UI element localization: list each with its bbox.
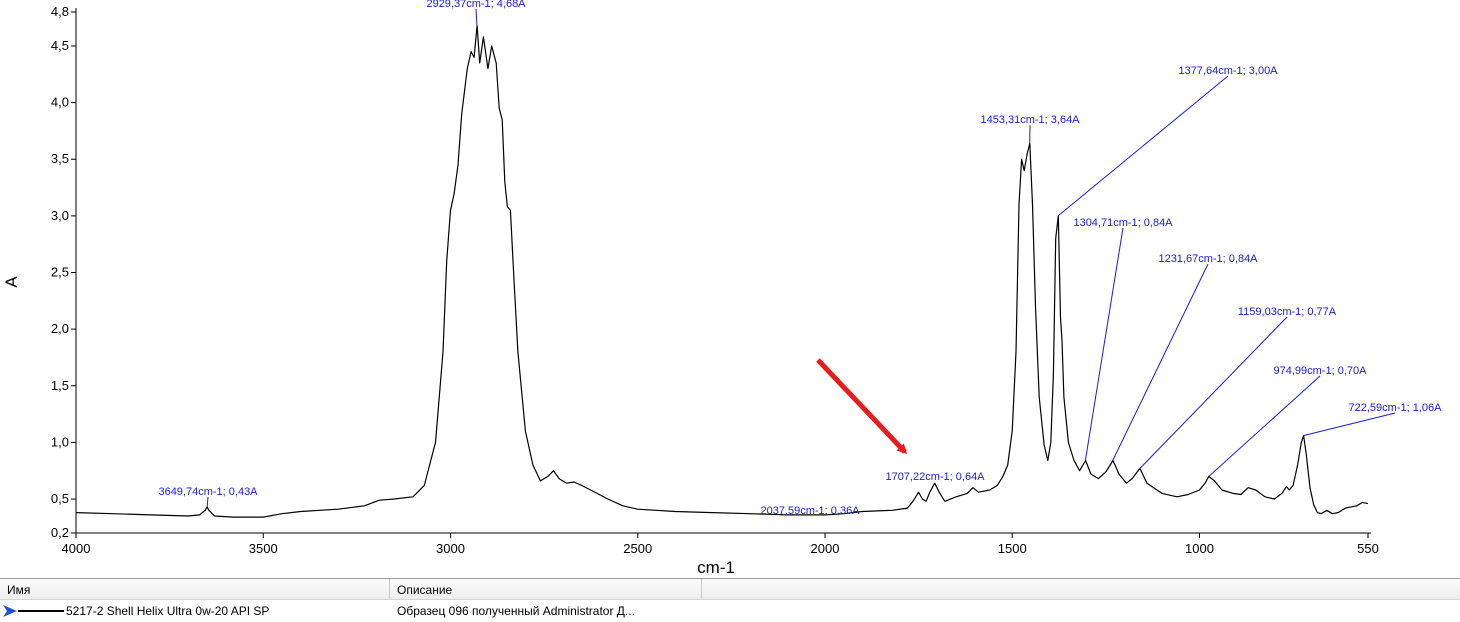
y-axis-title: A — [2, 276, 21, 288]
y-tick-label: 2,0 — [51, 321, 69, 336]
y-tick-label: 4,5 — [51, 38, 69, 53]
y-tick-label: 3,0 — [51, 208, 69, 223]
spectrum-description: Образец 096 полученный Administrator Д..… — [390, 604, 702, 618]
x-tick-label: 3500 — [249, 541, 278, 556]
spectrum-name: 5217-2 Shell Helix Ultra 0w-20 API SP — [66, 604, 269, 618]
spectrum-chart: 0,2 0,5 1,0 1,5 2,0 2,5 3,0 3,5 4,0 4,5 4,8 4000 350… — [0, 0, 1460, 578]
y-tick-label: 4,8 — [51, 4, 69, 19]
column-header-description[interactable]: Описание — [390, 579, 702, 599]
list-header: Имя Описание — [0, 579, 1460, 600]
annotation-leader — [1303, 413, 1395, 436]
peak-label: 1377,64cm-1; 3,00A — [1178, 65, 1278, 77]
annotation-leader — [1058, 76, 1228, 216]
peak-label: 3649,74cm-1; 0,43A — [158, 486, 258, 498]
x-axis-title: cm-1 — [697, 558, 735, 577]
column-header-name[interactable]: Имя — [0, 579, 390, 599]
row-name-cell[interactable]: 5217-2 Shell Helix Ultra 0w-20 API SP — [0, 604, 390, 618]
x-tick-label: 2500 — [623, 541, 652, 556]
annotation-leader — [1085, 228, 1123, 461]
annotation-leader — [1140, 317, 1287, 468]
peak-label: 974,99cm-1; 0,70A — [1274, 365, 1368, 377]
annotation-leader — [207, 497, 208, 507]
spectra-list: Имя Описание 5217-2 Shell Helix Ultra 0w… — [0, 578, 1460, 621]
x-tick-label: 3000 — [436, 541, 465, 556]
list-row[interactable]: 5217-2 Shell Helix Ultra 0w-20 API SP Об… — [0, 600, 1460, 622]
peak-label: 2037,59cm-1; 0,36A — [760, 505, 860, 517]
y-tick-label: 4,0 — [51, 95, 69, 110]
column-header-empty — [702, 579, 1460, 599]
peak-label: 2929,37cm-1; 4,68A — [426, 0, 526, 10]
peak-label: 1453,31cm-1; 3,64A — [980, 114, 1080, 126]
peak-label: 722,59cm-1; 1,06A — [1349, 402, 1443, 414]
peak-label: 1159,03cm-1; 0,77A — [1238, 306, 1337, 318]
x-tick-label: 1500 — [998, 541, 1027, 556]
y-tick-label: 1,5 — [51, 378, 69, 393]
selection-arrow-icon — [2, 604, 18, 618]
highlight-arrow — [818, 360, 905, 452]
y-tick-label: 2,5 — [51, 265, 69, 280]
y-tick-label: 3,5 — [51, 151, 69, 166]
x-tick-label: 4000 — [62, 541, 91, 556]
peak-label: 1231,67cm-1; 0,84A — [1158, 253, 1258, 265]
y-tick-label: 1,0 — [51, 434, 69, 449]
annotation-leader — [1209, 376, 1320, 476]
peak-label: 1304,71cm-1; 0,84A — [1073, 217, 1173, 229]
x-tick-label: 2000 — [811, 541, 840, 556]
y-tick-label: 0,5 — [51, 491, 69, 506]
spectrum-line — [76, 26, 1368, 517]
annotation-leader — [1113, 264, 1208, 461]
chart-svg: 0,2 0,5 1,0 1,5 2,0 2,5 3,0 3,5 4,0 4,5 4,8 4000 350… — [0, 0, 1460, 578]
peak-label: 1707,22cm-1; 0,64A — [885, 471, 985, 483]
annotation-leader — [476, 9, 477, 26]
legend-line-swatch — [18, 610, 64, 612]
x-tick-label: 550 — [1357, 541, 1379, 556]
y-tick-label: 0,2 — [51, 525, 69, 540]
x-tick-label: 1000 — [1185, 541, 1214, 556]
